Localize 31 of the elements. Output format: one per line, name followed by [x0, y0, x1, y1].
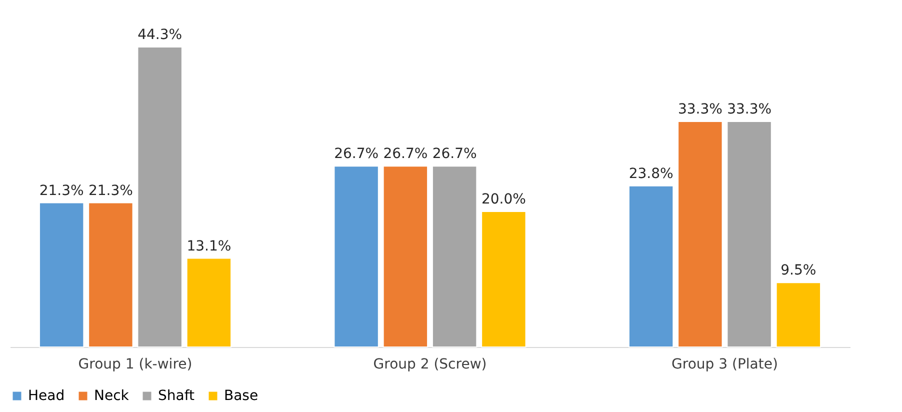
data-label: 44.3%	[138, 27, 182, 43]
x-tick-label: Group 2 (Screw)	[373, 356, 487, 372]
bar	[432, 166, 478, 348]
bar	[776, 282, 822, 348]
x-tick-label: Group 3 (Plate)	[672, 356, 778, 372]
data-label: 26.7%	[383, 146, 428, 162]
data-label: 33.3%	[727, 101, 772, 118]
bar	[628, 185, 674, 348]
data-label: 13.1%	[186, 238, 232, 254]
bar	[137, 46, 182, 348]
bar	[726, 120, 772, 348]
data-label: 9.5%	[780, 262, 816, 279]
bar	[678, 120, 723, 348]
data-label: 20.0%	[481, 192, 526, 208]
bar	[88, 202, 134, 348]
legend-label: Neck	[94, 388, 130, 404]
bar	[481, 211, 526, 348]
legend-label: Base	[224, 388, 258, 404]
bar	[382, 166, 428, 348]
legend-label: Head	[28, 388, 65, 404]
data-label: 33.3%	[678, 101, 722, 118]
data-label: 26.7%	[432, 146, 477, 162]
data-label: 21.3%	[88, 182, 133, 199]
x-tick-label: Group 1 (k-wire)	[78, 356, 192, 372]
bar	[186, 258, 232, 348]
data-label: 26.7%	[334, 146, 379, 162]
data-label: 23.8%	[628, 166, 674, 182]
bar	[334, 166, 379, 348]
legend-label: Shaft	[158, 388, 196, 404]
bar	[38, 202, 84, 348]
data-label: 21.3%	[39, 182, 84, 199]
